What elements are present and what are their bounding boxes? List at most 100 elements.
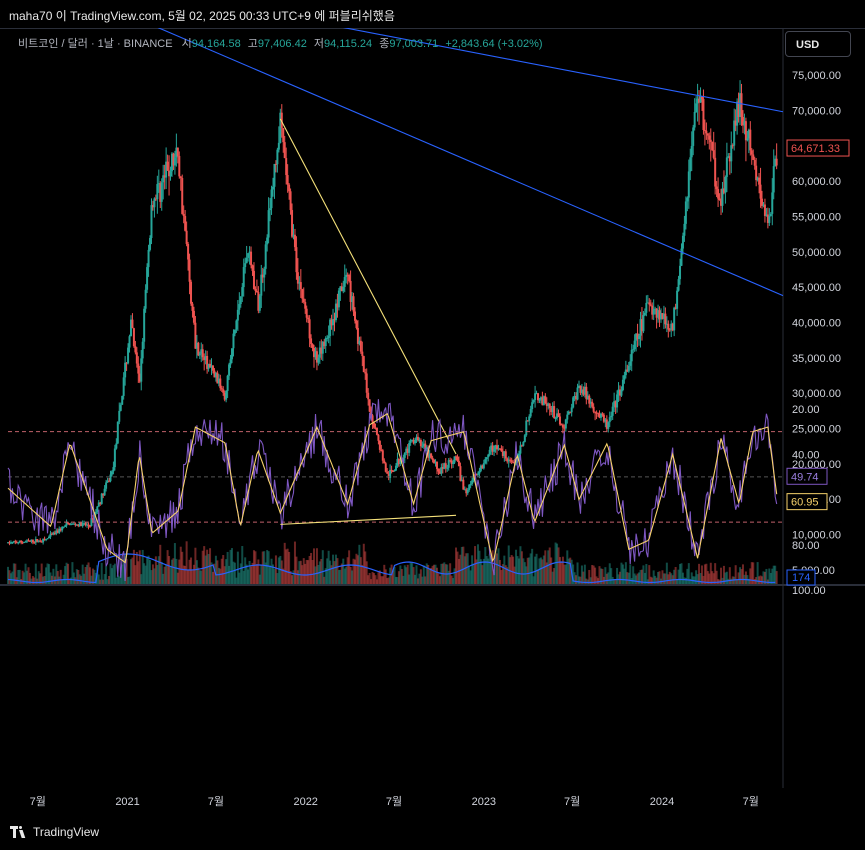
candle-body — [541, 397, 544, 406]
volume-bar — [573, 572, 576, 584]
candle-body — [384, 463, 387, 472]
volume-bar — [693, 576, 696, 584]
candle-body — [626, 369, 629, 372]
volume-bar — [667, 574, 670, 584]
candle-body — [106, 480, 109, 483]
volume-bar — [705, 563, 708, 584]
candle-body — [200, 349, 203, 354]
volume-bar — [217, 567, 220, 584]
close-label: 종 — [379, 38, 390, 50]
volume-bar — [649, 576, 652, 584]
candle-body — [40, 541, 43, 543]
candle-body — [567, 411, 570, 415]
volume-bar — [482, 558, 485, 584]
candle-body — [394, 465, 397, 471]
volume-bar — [497, 548, 500, 584]
volume-bar — [332, 554, 335, 584]
candle-body — [497, 448, 500, 450]
candle-body — [532, 400, 535, 403]
candle-body — [665, 323, 668, 325]
candle-body — [31, 539, 34, 543]
candle-body — [727, 156, 730, 158]
candle-body — [503, 451, 506, 457]
candle-body — [728, 156, 731, 162]
price-tick-label: 30,000.00 — [792, 388, 841, 400]
candle-body — [288, 184, 291, 192]
volume-bar — [280, 560, 283, 584]
candle-body — [97, 502, 100, 507]
candle-body — [586, 395, 589, 400]
volume-bar — [711, 571, 714, 584]
candle-body — [144, 289, 147, 309]
candle-body — [462, 479, 465, 490]
tradingview-logo[interactable]: TradingView — [10, 825, 99, 839]
candle-body — [695, 103, 698, 112]
candle-body — [724, 176, 727, 193]
volume-bar — [105, 566, 108, 584]
volume-bar — [421, 576, 424, 584]
candle-body — [197, 342, 200, 356]
volume-bar — [14, 563, 17, 584]
candle-body — [64, 525, 67, 527]
volume-bar — [515, 549, 518, 584]
volume-bar — [517, 558, 520, 584]
volume-bar — [471, 555, 474, 584]
chart-grid — [0, 28, 865, 788]
candle-body — [763, 204, 766, 216]
volume-bar — [61, 579, 64, 584]
candle-body — [207, 363, 210, 369]
volume-bar — [598, 566, 601, 584]
candle-body — [419, 439, 422, 447]
candle-body — [566, 414, 569, 420]
volume-bar — [308, 555, 311, 584]
candle-body — [311, 343, 314, 348]
volume-bar — [8, 570, 11, 584]
candle-body — [651, 305, 654, 315]
volume-bar — [658, 571, 661, 584]
candle-body — [166, 161, 169, 171]
price-tick-label: 70,000.00 — [792, 105, 841, 117]
volume-bar — [197, 567, 200, 584]
volume-bar — [229, 549, 232, 584]
candle-body — [12, 541, 15, 543]
candle-body — [610, 415, 613, 418]
candle-body — [686, 197, 689, 202]
volume-bar — [74, 577, 77, 584]
candle-body — [668, 329, 671, 331]
volume-bar — [157, 556, 160, 584]
volume-bar — [636, 573, 639, 584]
candle-body — [573, 396, 576, 398]
volume-bar — [632, 566, 635, 584]
candle-body — [263, 268, 266, 278]
volume-bar — [213, 563, 216, 584]
volume-bar — [673, 569, 676, 584]
candle-body — [55, 530, 58, 534]
currency-button[interactable]: USD — [785, 31, 851, 57]
volume-bar — [558, 557, 561, 584]
volume-bar — [535, 553, 538, 584]
volume-bar — [714, 563, 717, 584]
volume-bar — [185, 541, 188, 584]
candle-body — [137, 363, 140, 374]
candle-body — [449, 460, 452, 462]
volume-bar — [23, 572, 26, 584]
candle-body — [170, 153, 173, 172]
candle-body — [58, 528, 61, 533]
volume-bar — [676, 579, 679, 584]
high-value: 97,406.42 — [257, 38, 307, 50]
candle-body — [551, 406, 554, 413]
chart-canvas[interactable]: 5,000.0010,000.0015,000.0020,000.0025,00… — [0, 28, 865, 818]
candle-body — [602, 414, 605, 422]
volume-bar — [399, 565, 402, 584]
candle-body — [255, 290, 258, 293]
volume-bar — [118, 576, 121, 584]
candle-body — [109, 474, 112, 482]
volume-bar — [160, 561, 163, 584]
candle-body — [687, 171, 690, 198]
price-tick-label: 10,000.00 — [792, 530, 841, 542]
volume-bar — [494, 550, 497, 584]
volume-bar — [298, 561, 301, 584]
candle-body — [535, 393, 538, 395]
candle-body — [220, 388, 223, 390]
low-value: 94,115.24 — [324, 38, 373, 50]
